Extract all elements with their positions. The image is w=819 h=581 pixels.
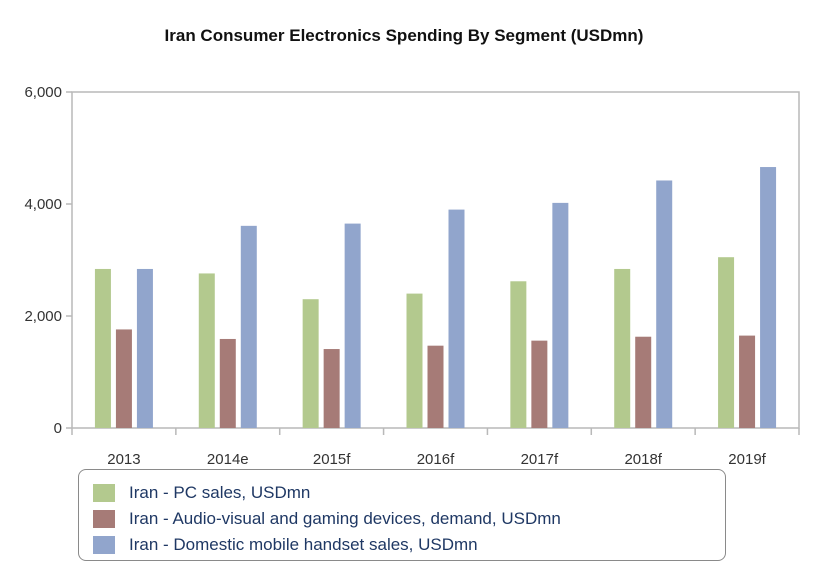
- x-tick-label: 2016f: [417, 451, 455, 468]
- legend-label-audio-visual: Iran - Audio-visual and gaming devices, …: [129, 509, 561, 528]
- y-tick-label: 0: [54, 420, 62, 437]
- bar-audio-visual-2013: [115, 329, 132, 428]
- y-axis: 0 2,000 4,000 6,000: [24, 84, 72, 437]
- y-tick-label: 4,000: [24, 196, 62, 213]
- bar-pc-sales-2014e: [198, 273, 215, 428]
- bar-audio-visual-2017f: [531, 340, 548, 428]
- x-tick-label: 2014e: [207, 451, 249, 468]
- x-axis: 2013 2014e 2015f 2016f 2017f 2018f 2019f: [71, 428, 800, 468]
- legend-swatch-mobile-handset: [93, 536, 115, 554]
- legend: Iran - PC sales, USDmn Iran - Audio-visu…: [78, 469, 726, 561]
- legend-swatch-audio-visual: [93, 510, 115, 528]
- bar-series-group: [94, 167, 777, 429]
- bar-mobile-handset-2014e: [240, 225, 257, 428]
- bar-audio-visual-2015f: [323, 349, 340, 428]
- bar-mobile-handset-2013: [136, 268, 153, 428]
- bar-pc-sales-2019f: [718, 257, 735, 428]
- x-tick-label: 2013: [107, 451, 140, 468]
- x-tick-label: 2019f: [728, 451, 766, 468]
- bar-mobile-handset-2015f: [344, 223, 361, 428]
- x-tick-label: 2015f: [313, 451, 351, 468]
- chart-title: Iran Consumer Electronics Spending By Se…: [165, 26, 644, 45]
- bar-audio-visual-2019f: [739, 335, 756, 428]
- bar-mobile-handset-2017f: [552, 202, 569, 428]
- x-tick-label: 2017f: [521, 451, 559, 468]
- chart: Iran Consumer Electronics Spending By Se…: [24, 26, 800, 468]
- bar-pc-sales-2015f: [302, 299, 319, 428]
- legend-label-mobile-handset: Iran - Domestic mobile handset sales, US…: [129, 535, 478, 554]
- legend-item-mobile-handset: Iran - Domestic mobile handset sales, US…: [93, 532, 725, 558]
- bar-audio-visual-2016f: [427, 345, 444, 428]
- bar-mobile-handset-2016f: [448, 209, 465, 428]
- y-tick-label: 6,000: [24, 84, 62, 101]
- legend-item-pc-sales: Iran - PC sales, USDmn: [93, 480, 725, 506]
- bar-mobile-handset-2018f: [656, 180, 673, 428]
- bar-audio-visual-2018f: [635, 336, 652, 428]
- x-tick-label: 2018f: [624, 451, 662, 468]
- legend-swatch-pc-sales: [93, 484, 115, 502]
- bar-pc-sales-2018f: [614, 268, 631, 428]
- bar-pc-sales-2017f: [510, 281, 527, 428]
- bar-mobile-handset-2019f: [760, 167, 777, 429]
- bar-pc-sales-2013: [94, 268, 111, 428]
- legend-item-audio-visual: Iran - Audio-visual and gaming devices, …: [93, 506, 725, 532]
- y-tick-label: 2,000: [24, 308, 62, 325]
- legend-label-pc-sales: Iran - PC sales, USDmn: [129, 483, 311, 502]
- bar-pc-sales-2016f: [406, 293, 423, 428]
- bar-audio-visual-2014e: [219, 338, 236, 428]
